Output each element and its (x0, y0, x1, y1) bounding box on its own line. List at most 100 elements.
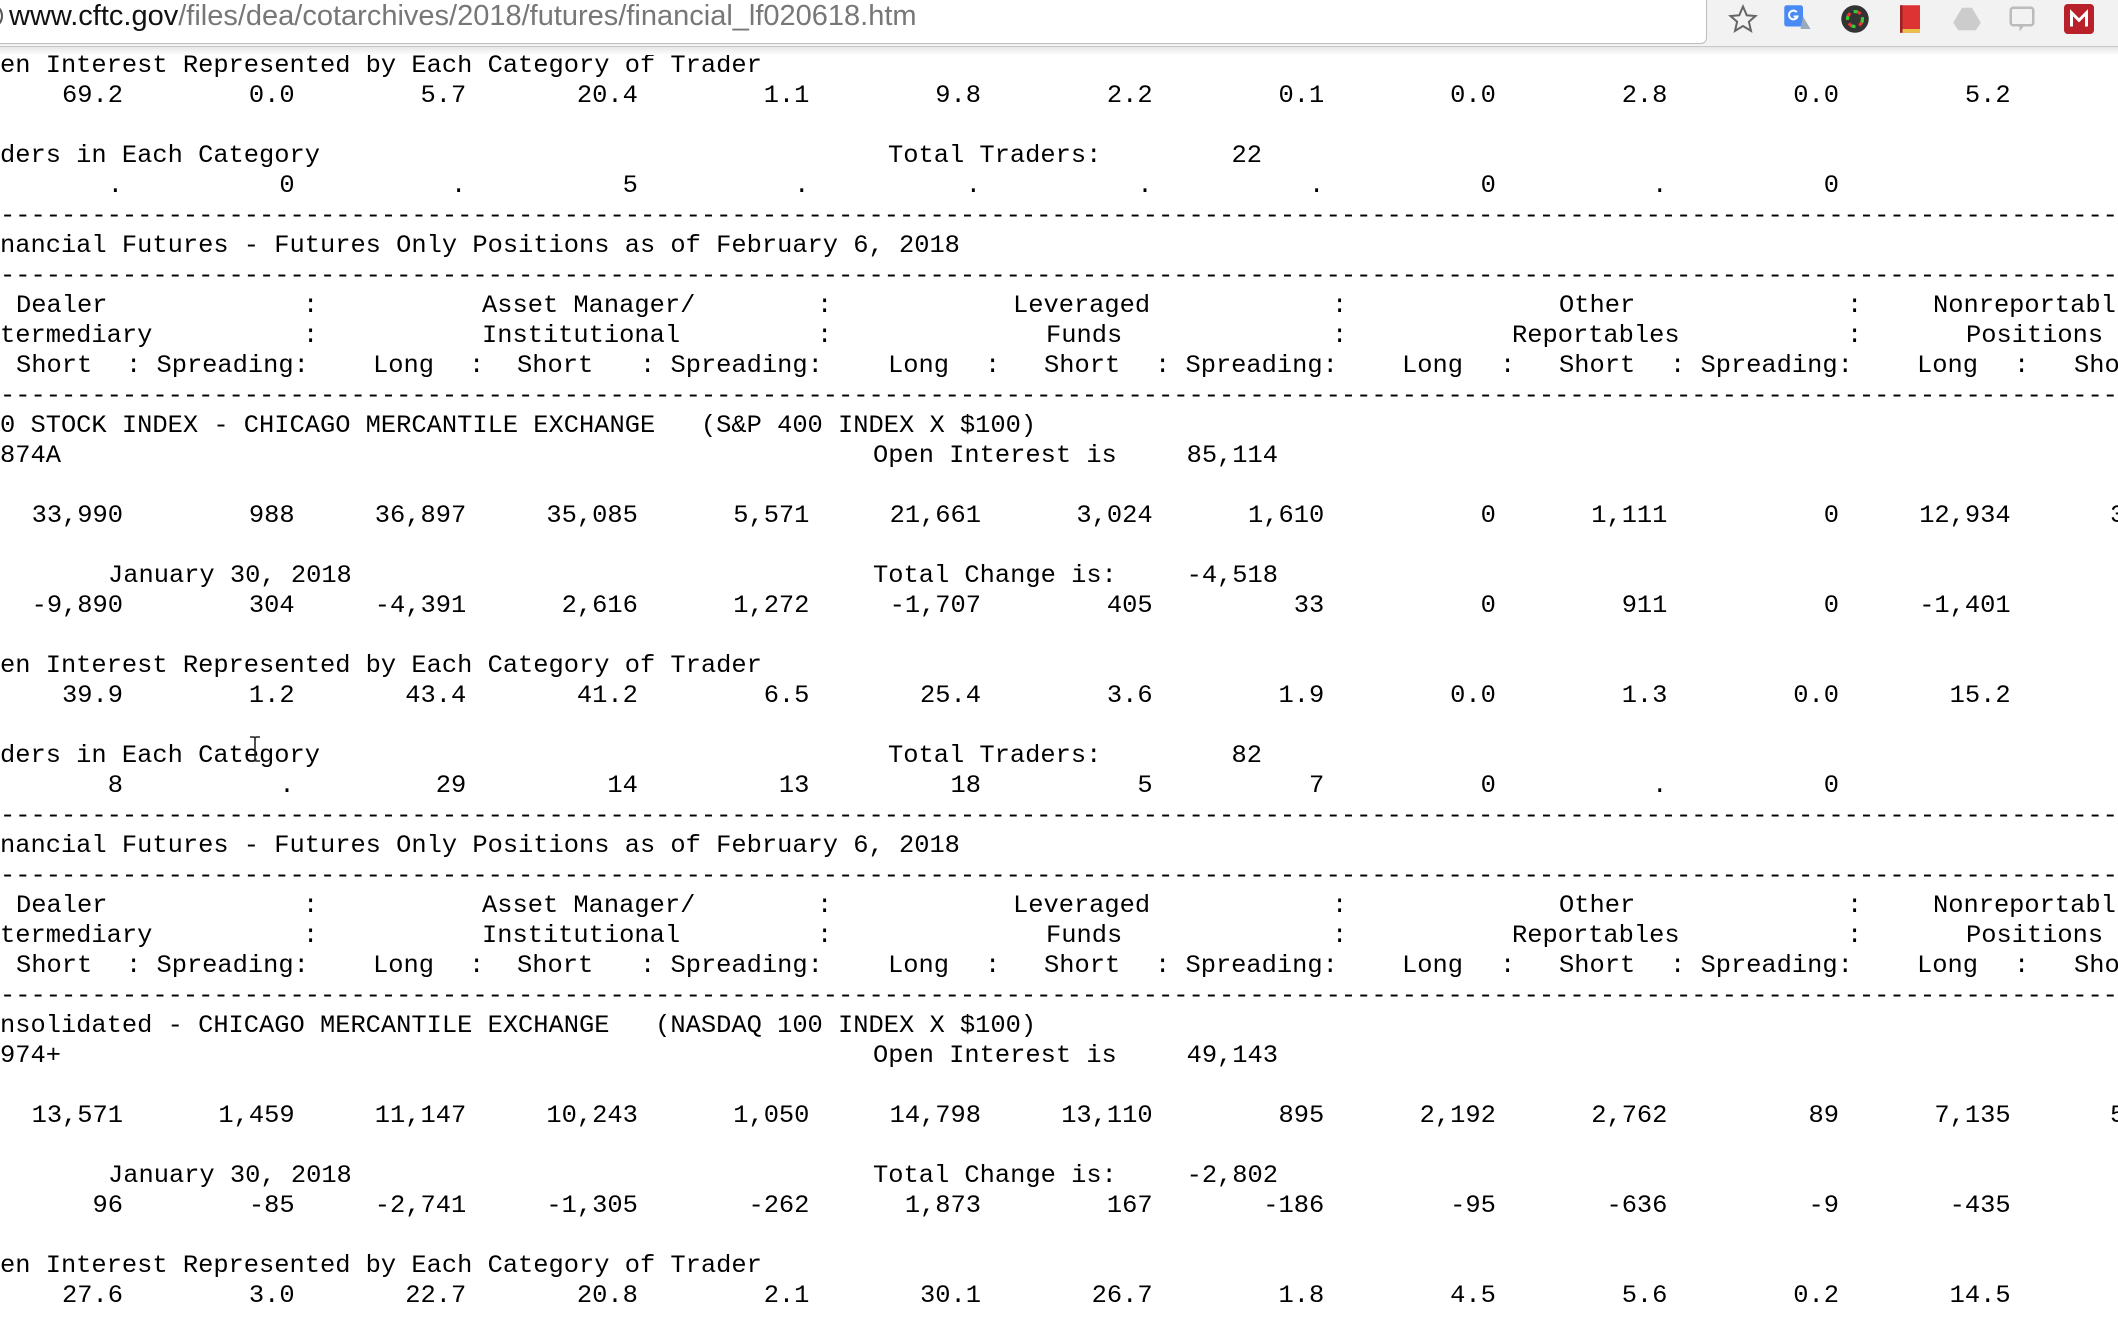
market-name: nsolidated - CHICAGO MERCANTILE EXCHANGE… (0, 1011, 1037, 1040)
header-column-label: : Spreading: (640, 951, 823, 980)
change-cell: 1,873 (904, 1191, 981, 1220)
header-group-label: Asset Manager/ (482, 291, 696, 320)
total-change-label: Total Change is: (873, 1161, 1117, 1190)
position-cell: 988 (248, 501, 295, 530)
position-cell: 89 (1808, 1101, 1839, 1130)
color-picker-icon[interactable] (1840, 4, 1870, 34)
position-cell: 1,610 (1248, 501, 1325, 530)
header-column-label: Long (1917, 351, 1978, 380)
position-cell: 33,990 (31, 501, 123, 530)
drive-icon[interactable] (1952, 4, 1982, 34)
header-column-label: Short (1044, 351, 1121, 380)
position-cell: 11,147 (374, 1101, 467, 1130)
percent-cell: 0.2 (1793, 1281, 1839, 1310)
percent-cell: 6.5 (763, 681, 810, 710)
header-group-label: : (817, 921, 833, 950)
percent-cell: 27.6 (62, 1281, 123, 1310)
header-column-label: Sho (2074, 951, 2118, 980)
traders-cell: . (450, 171, 467, 200)
header-column-label: : (2014, 351, 2030, 380)
traders-title: ders in Each Category (0, 141, 320, 170)
position-cell: 2,192 (1419, 1101, 1496, 1130)
percent-cell: 0.0 (1450, 81, 1496, 110)
change-cell: 0 (1480, 591, 1496, 620)
header-group-label: Institutional (482, 921, 681, 950)
position-cell: 13,571 (31, 1101, 123, 1130)
market-name: 0 STOCK INDEX - CHICAGO MERCANTILE EXCHA… (0, 411, 1037, 440)
header-group-label: Other (1559, 891, 1636, 920)
header-group-label: : (1332, 321, 1348, 350)
header-group-label: Dealer (16, 891, 108, 920)
site-info-icon[interactable] (0, 3, 3, 29)
url-text[interactable]: www.cftc.gov/files/dea/cotarchives/2018/… (9, 0, 917, 35)
open-interest-value: 49,143 (1186, 1041, 1278, 1070)
traders-cell: 0 (1823, 171, 1839, 200)
header-column-label: : Spreading: (640, 351, 823, 380)
header-group-label: : (1847, 921, 1863, 950)
position-cell: 12,934 (1919, 501, 2011, 530)
header-column-label: Short (16, 351, 93, 380)
traders-cell: . (965, 171, 981, 200)
header-group-label: : (303, 291, 319, 320)
chat-icon[interactable] (2007, 4, 2037, 34)
traders-cell: . (1652, 771, 1668, 800)
change-cell: -435 (1949, 1191, 2011, 1220)
traders-cell: 0 (1480, 171, 1496, 200)
change-cell: -636 (1606, 1191, 1668, 1220)
red-book-icon[interactable] (1895, 4, 1925, 34)
change-date: January 30, 2018 (108, 1161, 352, 1190)
header-column-label: : Spreading: (1155, 351, 1338, 380)
red-m-extension-icon[interactable] (2064, 4, 2094, 34)
bookmark-star-icon[interactable] (1728, 4, 1758, 34)
percent-title: en Interest Represented by Each Category… (0, 651, 762, 680)
address-bar[interactable]: www.cftc.gov/files/dea/cotarchives/2018/… (0, 0, 1707, 44)
header-group-label: Leveraged (1013, 891, 1151, 920)
percent-cell: 1.3 (1621, 681, 1668, 710)
percent-cell: 43.4 (405, 681, 467, 710)
traders-cell: 0 (279, 171, 295, 200)
google-translate-icon[interactable] (1783, 4, 1813, 34)
header-column-label: : (469, 951, 485, 980)
header-column-label: : (2014, 951, 2030, 980)
change-cell: 2,616 (561, 591, 638, 620)
divider-line: ----------------------------------------… (0, 861, 2118, 890)
traders-cell: 5 (622, 171, 638, 200)
traders-cell: . (794, 171, 810, 200)
position-cell: 21,661 (889, 501, 981, 530)
total-traders-value: 22 (1231, 141, 1262, 170)
percent-cell: 5.2 (1964, 81, 2011, 110)
header-column-label: Long (1402, 951, 1463, 980)
percent-cell: 20.8 (576, 1281, 638, 1310)
traders-cell: . (279, 771, 295, 800)
change-cell: -9,890 (31, 591, 123, 620)
position-cell: 5,571 (733, 501, 810, 530)
total-change-value: -4,518 (1186, 561, 1278, 590)
change-cell: 405 (1106, 591, 1153, 620)
position-cell: 1,050 (733, 1101, 810, 1130)
open-interest-value: 85,114 (1186, 441, 1278, 470)
header-group-label: : (303, 321, 319, 350)
header-group-label: Reportables (1512, 321, 1680, 350)
percent-title: en Interest Represented by Each Category… (0, 1251, 762, 1280)
header-column-label: Short (517, 351, 594, 380)
header-group-label: : (817, 321, 833, 350)
header-column-label: : (469, 351, 485, 380)
change-cell: -1,305 (546, 1191, 638, 1220)
percent-cell: 0.1 (1278, 81, 1325, 110)
header-group-label: termediary (0, 321, 153, 350)
header-group-label: : (303, 921, 319, 950)
header-column-label: : Spreading: (1670, 351, 1853, 380)
header-group-label: Reportables (1512, 921, 1680, 950)
traders-cell: 0 (1480, 771, 1496, 800)
percent-cell: 4.5 (1450, 1281, 1496, 1310)
percent-cell: 2.8 (1621, 81, 1668, 110)
percent-cell: 15.2 (1949, 681, 2011, 710)
total-change-label: Total Change is: (873, 561, 1117, 590)
percent-cell: 0.0 (1793, 681, 1839, 710)
percent-cell: 3.6 (1106, 681, 1153, 710)
header-group-label: : (1332, 291, 1348, 320)
contract-code: 874A (0, 441, 61, 470)
percent-cell: 2.1 (763, 1281, 810, 1310)
percent-cell: 2.2 (1106, 81, 1153, 110)
header-group-label: : (1847, 291, 1863, 320)
